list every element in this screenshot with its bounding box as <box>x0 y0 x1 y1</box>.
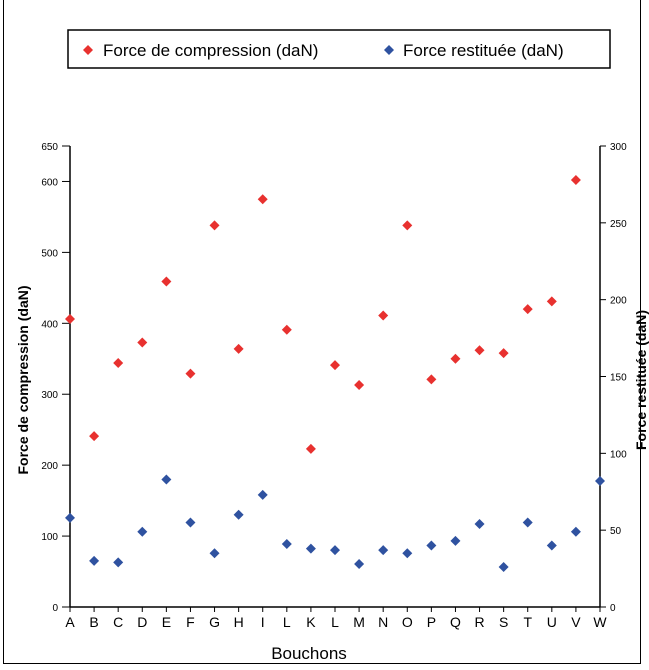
y-left-tick-label: 500 <box>41 248 58 259</box>
y-right-tick-label: 300 <box>610 142 627 153</box>
data-point-compression <box>89 431 100 442</box>
data-point-restituee <box>209 548 220 559</box>
data-point-restituee <box>450 535 461 546</box>
data-point-restituee <box>595 475 605 486</box>
data-point-restituee <box>89 555 100 566</box>
x-category-label: L <box>283 614 291 630</box>
legend-label-compression: Force de compression (daN) <box>103 41 318 60</box>
y-right-tick-label: 50 <box>610 526 622 537</box>
x-category-label: H <box>234 614 244 630</box>
data-point-restituee <box>113 557 124 568</box>
y-left-tick-label: 600 <box>41 177 58 188</box>
data-point-compression <box>354 380 365 391</box>
data-point-compression <box>426 374 437 385</box>
y-axis-left-title: Force de compression (daN) <box>15 285 31 474</box>
data-point-restituee <box>137 526 148 537</box>
y-left-tick-label: 100 <box>41 532 58 543</box>
x-category-label: K <box>306 614 316 630</box>
x-category-label: Q <box>450 614 461 630</box>
data-point-restituee <box>522 517 533 528</box>
data-point-compression <box>546 296 557 307</box>
data-point-compression <box>330 360 340 371</box>
data-point-compression <box>378 310 389 321</box>
data-point-restituee <box>233 509 244 520</box>
x-category-label: N <box>378 614 388 630</box>
data-point-compression <box>570 175 581 186</box>
y-right-tick-label: 150 <box>610 373 627 384</box>
x-category-label: O <box>402 614 413 630</box>
data-point-restituee <box>402 548 413 559</box>
y-right-tick-label: 250 <box>610 219 627 230</box>
x-category-label: G <box>209 614 220 630</box>
data-point-compression <box>209 220 220 231</box>
x-category-label: F <box>186 614 195 630</box>
x-category-label: I <box>261 614 265 630</box>
x-category-label: T <box>523 614 532 630</box>
data-point-restituee <box>305 543 316 554</box>
data-point-compression <box>498 348 509 359</box>
x-axis-title: Bouchons <box>271 644 347 663</box>
data-points <box>65 175 605 573</box>
data-point-compression <box>305 443 316 454</box>
data-point-compression <box>65 314 75 325</box>
tick-labels: 0 100 200 300 400 500 600 650 0 50 100 150 200 250 300 <box>41 142 627 614</box>
data-point-restituee <box>498 562 509 573</box>
data-point-compression <box>522 304 533 315</box>
data-point-compression <box>402 220 413 231</box>
data-point-compression <box>185 368 196 379</box>
data-point-compression <box>137 337 148 348</box>
data-point-restituee <box>65 512 75 523</box>
legend-marker-compression <box>83 45 93 55</box>
legend-box <box>67 29 611 69</box>
x-category-label: W <box>593 614 607 630</box>
y-left-tick-label: 0 <box>52 603 58 614</box>
x-category-label: A <box>65 614 75 630</box>
y-left-tick-label: 650 <box>41 142 58 153</box>
legend-label-restituee: Force restituée (daN) <box>403 41 564 60</box>
data-point-restituee <box>570 526 581 537</box>
x-category-label: C <box>113 614 123 630</box>
y-left-tick-label: 400 <box>41 319 58 330</box>
x-category-label: D <box>137 614 147 630</box>
data-point-restituee <box>257 489 268 500</box>
x-category-label: S <box>499 614 508 630</box>
axes <box>62 145 606 612</box>
data-point-compression <box>281 324 292 335</box>
data-point-compression <box>474 345 485 356</box>
chart-frame <box>3 0 641 664</box>
data-point-restituee <box>426 540 437 551</box>
data-point-compression <box>233 343 244 354</box>
y-right-tick-label: 100 <box>610 449 627 460</box>
data-point-restituee <box>378 545 389 556</box>
data-point-restituee <box>281 538 292 549</box>
y-left-tick-label: 200 <box>41 461 58 472</box>
x-category-label: E <box>162 614 171 630</box>
data-point-compression <box>257 194 268 205</box>
data-point-restituee <box>354 558 365 569</box>
y-right-tick-label: 0 <box>610 603 616 614</box>
legend-marker-restituee <box>384 45 394 55</box>
x-category-label: P <box>427 614 436 630</box>
data-point-compression <box>161 276 172 287</box>
y-right-tick-label: 200 <box>610 296 627 307</box>
data-point-compression <box>450 353 461 364</box>
x-category-label: R <box>474 614 484 630</box>
y-left-tick-label: 300 <box>41 390 58 401</box>
data-point-restituee <box>185 517 196 528</box>
data-point-restituee <box>330 545 340 556</box>
y-axis-right-title: Force restituée (daN) <box>633 310 649 450</box>
data-point-restituee <box>474 519 485 530</box>
data-point-restituee <box>161 474 172 485</box>
x-category-label: M <box>353 614 365 630</box>
data-point-compression <box>113 358 124 369</box>
x-category-label: B <box>89 614 98 630</box>
x-category-label: U <box>547 614 557 630</box>
data-point-restituee <box>546 540 557 551</box>
x-category-label: V <box>571 614 581 630</box>
legend: Force de compression (daN) Force restitu… <box>67 29 611 69</box>
x-category-label: L <box>331 614 339 630</box>
